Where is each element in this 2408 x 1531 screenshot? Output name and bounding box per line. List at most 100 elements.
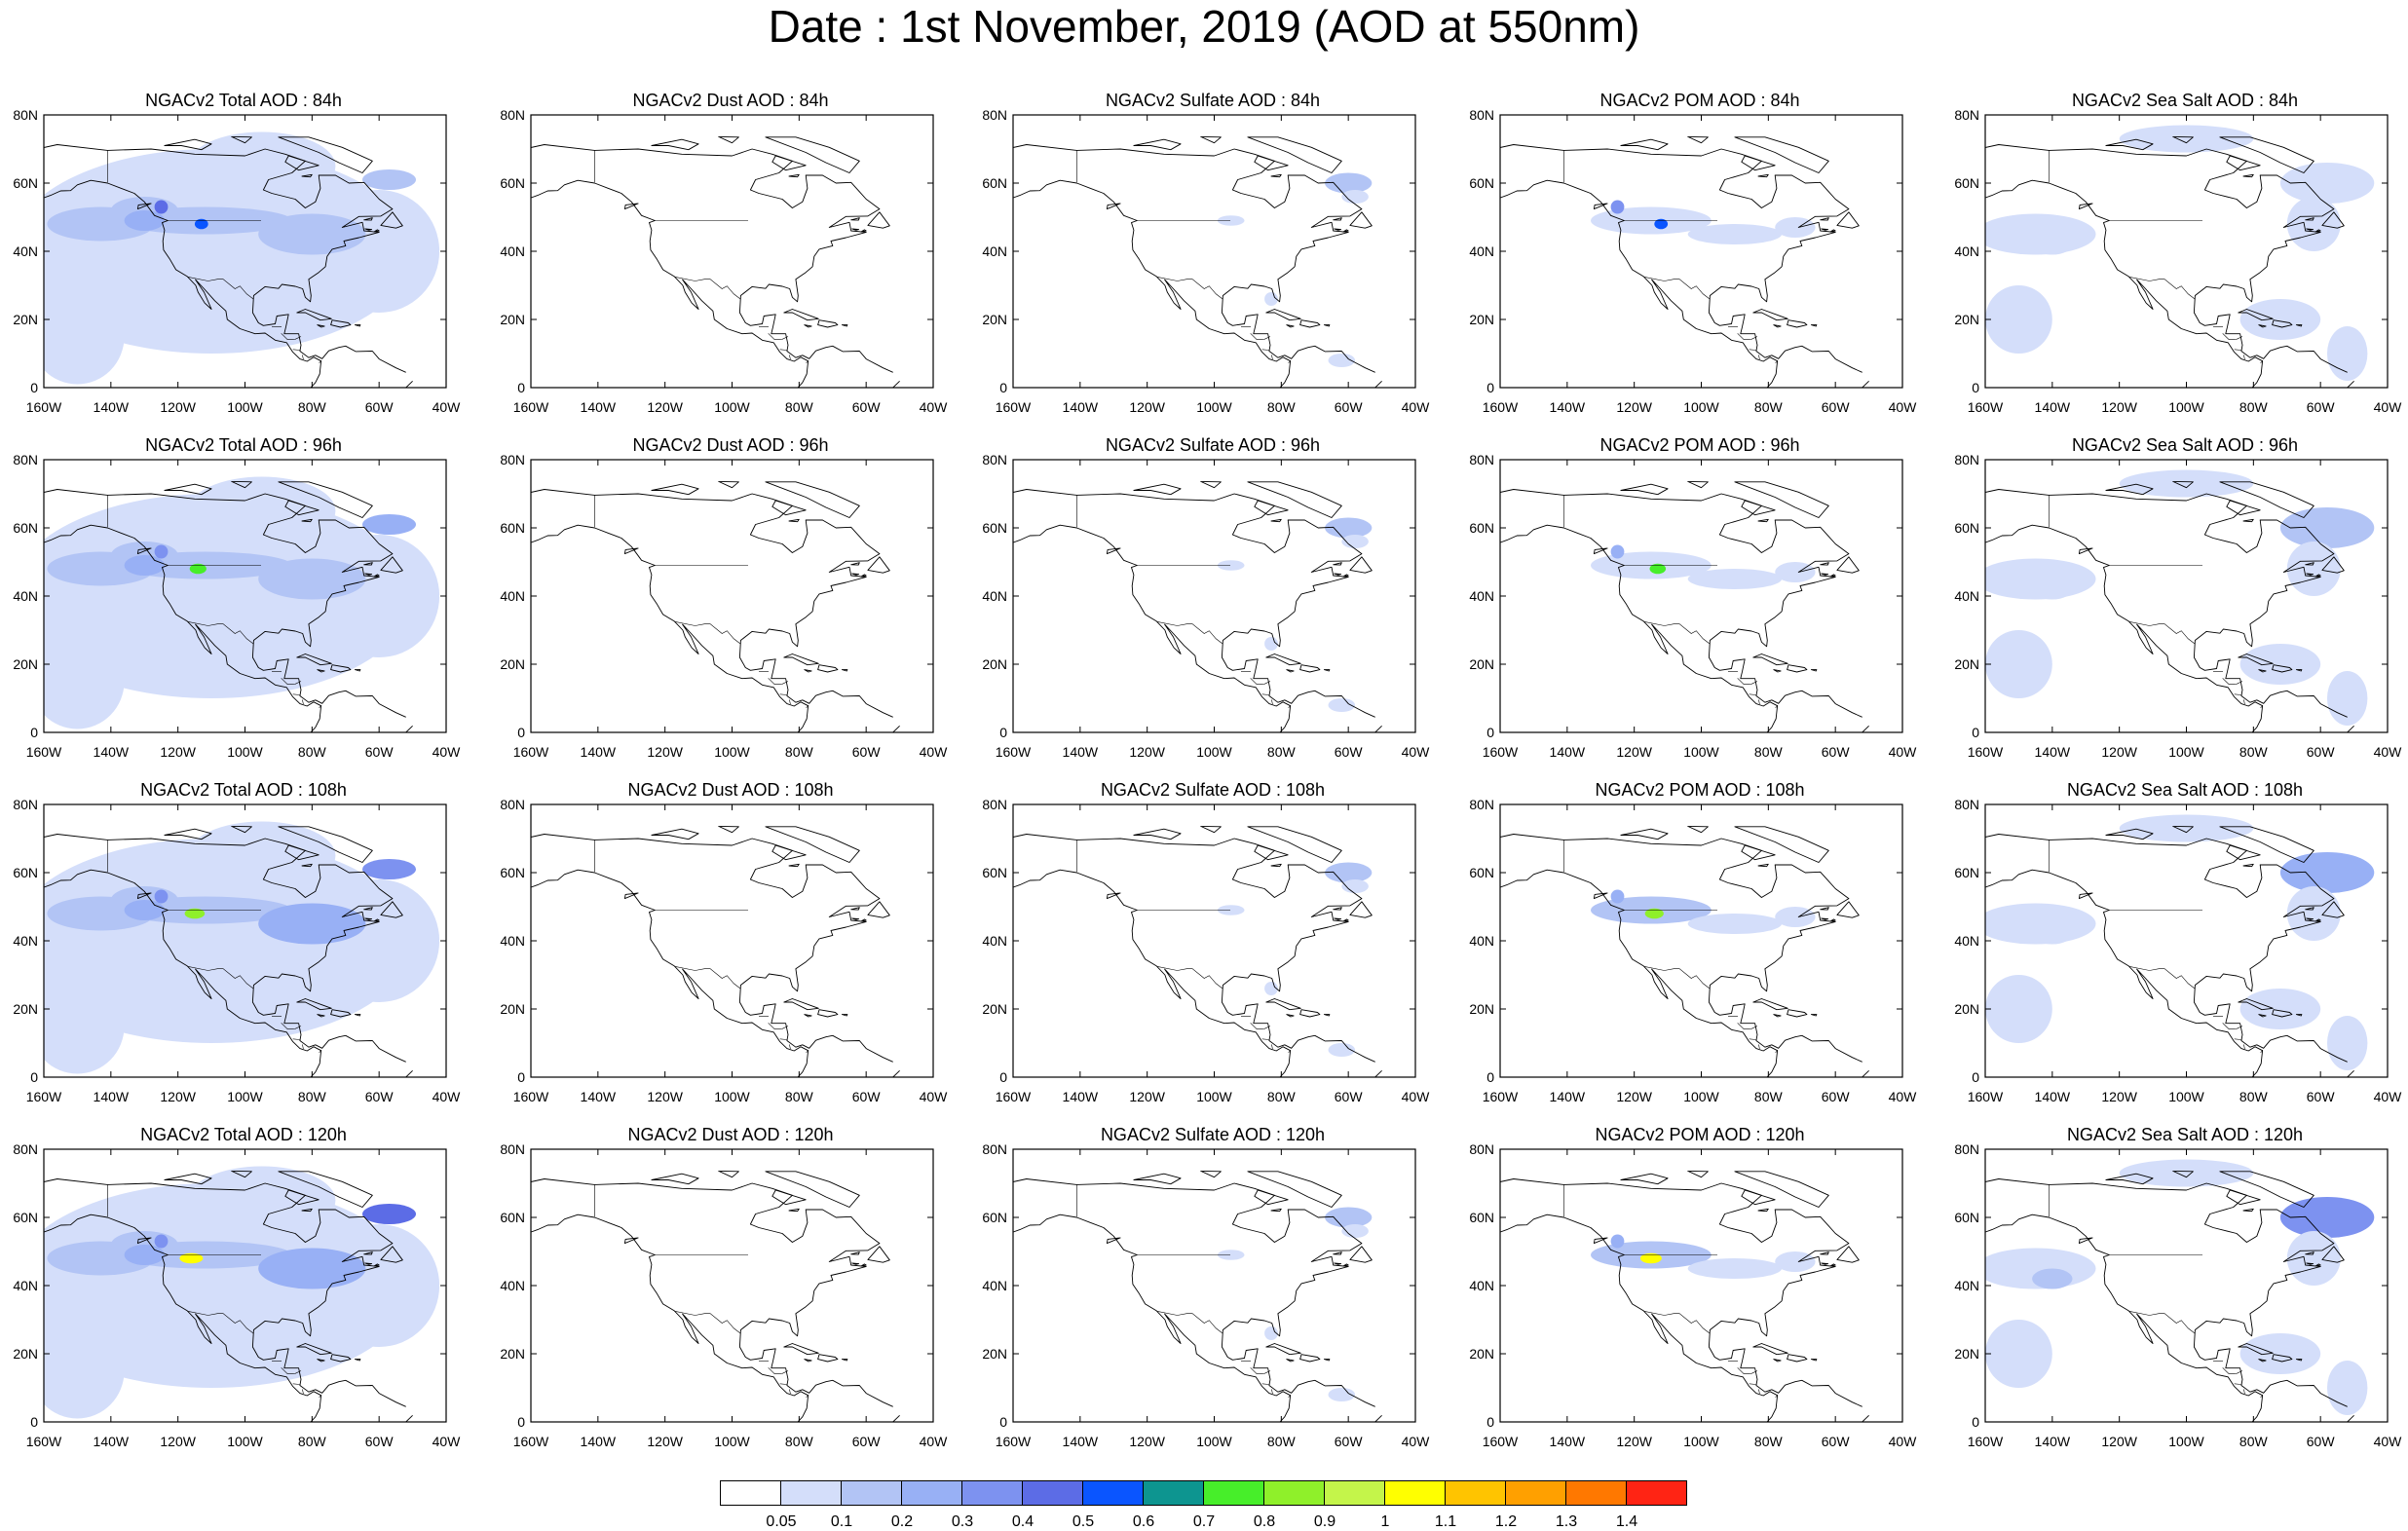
coastline — [1985, 825, 2354, 1077]
x-tick-label: 60W — [1335, 399, 1364, 415]
x-tick-label: 40W — [1402, 1434, 1431, 1449]
aod-blob — [44, 978, 125, 1074]
country-borders — [594, 840, 809, 1054]
x-tick-label: 60W — [365, 399, 395, 415]
aod-blob — [44, 1323, 125, 1419]
y-tick-label: 20N — [13, 1346, 38, 1362]
x-tick-label: 120W — [160, 1089, 196, 1104]
aod-field — [44, 131, 440, 385]
y-tick-label: 40N — [500, 243, 525, 259]
aod-blob — [1264, 292, 1278, 306]
map-panel-total-96h: NGACv2 Total AOD : 96h 160W 140W 120W 100W 80… — [0, 435, 487, 771]
x-tick-label: 60W — [852, 1434, 882, 1449]
x-tick-label: 80W — [1267, 1089, 1297, 1104]
x-tick-label: 40W — [920, 1089, 949, 1104]
x-tick-label: 40W — [433, 1089, 462, 1104]
aod-blob — [188, 131, 336, 201]
x-tick-label: 100W — [714, 399, 750, 415]
x-tick-label: 120W — [1129, 399, 1165, 415]
x-tick-label: 120W — [647, 1089, 683, 1104]
aod-blob — [1985, 630, 2052, 698]
aod-blob — [2286, 1231, 2341, 1286]
aod-blob — [2286, 197, 2341, 251]
country-borders — [2049, 495, 2264, 709]
y-tick-label: 40N — [1469, 243, 1494, 259]
aod-blob — [1775, 217, 1816, 238]
y-tick-label: 80N — [982, 797, 1007, 812]
country-borders — [2049, 150, 2264, 364]
x-tick-label: 60W — [1822, 1434, 1851, 1449]
aod-blob — [2239, 644, 2321, 685]
y-tick-label: 40N — [13, 243, 38, 259]
x-tick-label: 40W — [1889, 1434, 1918, 1449]
aod-blob — [124, 1245, 165, 1265]
map-panel-total-84h: NGACv2 Total AOD : 84h 160W 140W 120W 100W 80… — [0, 91, 487, 427]
y-tick-label: 40N — [1954, 588, 1979, 604]
coastline — [1500, 135, 1869, 388]
colorbar-label: 0.1 — [830, 1513, 853, 1530]
map-plot: 160W 140W 120W 100W 80W 60W 40W 80N 60N 40N 20N 0 — [500, 797, 949, 1104]
y-tick-label: 60N — [13, 865, 38, 880]
map-panel-seasalt-120h: NGACv2 Sea Salt AOD : 120h 160W 140W 120W 10… — [1941, 1125, 2408, 1461]
aod-blob — [1654, 218, 1669, 230]
x-tick-label: 80W — [785, 399, 814, 415]
aod-blob — [1341, 1224, 1369, 1238]
y-tick-label: 0 — [30, 1069, 38, 1085]
y-tick-label: 40N — [500, 1278, 525, 1293]
y-tick-label: 20N — [500, 1346, 525, 1362]
x-tick-label: 100W — [227, 744, 263, 760]
y-tick-label: 0 — [517, 1069, 525, 1085]
map-panel-dust-120h: NGACv2 Dust AOD : 120h 160W 140W 120W 100W 80… — [487, 1125, 974, 1461]
country-borders — [1563, 840, 1779, 1054]
x-tick-label: 160W — [26, 1434, 62, 1449]
x-tick-label: 140W — [94, 744, 130, 760]
x-tick-label: 100W — [2168, 1089, 2204, 1104]
map-panel-seasalt-84h: NGACv2 Sea Salt AOD : 84h 160W 140W 120W 100… — [1941, 91, 2408, 427]
x-tick-label: 80W — [2239, 744, 2269, 760]
aod-blob — [184, 908, 206, 919]
aod-blob — [258, 213, 366, 255]
map-plot: 160W 140W 120W 100W 80W 60W 40W 80N 60N 40N 20N 0 — [982, 1141, 1431, 1449]
aod-field — [44, 1166, 440, 1419]
x-tick-label: 160W — [996, 399, 1032, 415]
y-tick-label: 80N — [1954, 797, 1979, 812]
y-tick-label: 80N — [1954, 452, 1979, 467]
y-tick-label: 20N — [1469, 1346, 1494, 1362]
colorbar-label: 0.5 — [1072, 1513, 1095, 1530]
y-tick-label: 80N — [1469, 107, 1494, 123]
y-tick-label: 20N — [1954, 1346, 1979, 1362]
panel-title: NGACv2 Dust AOD : 84h — [632, 91, 829, 110]
x-tick-label: 140W — [94, 1089, 130, 1104]
coastline — [1500, 480, 1869, 732]
aod-blob — [124, 555, 165, 576]
y-tick-label: 80N — [982, 107, 1007, 123]
aod-blob — [1985, 1320, 2052, 1388]
x-tick-label: 60W — [1335, 1089, 1364, 1104]
aod-colorbar: 0.05 0.1 0.2 0.3 0.4 0.5 0.6 0.7 0.8 0.9 1 1.1 1.2 1.… — [720, 1480, 1689, 1531]
aod-blob — [124, 900, 165, 920]
aod-blob — [188, 1166, 336, 1235]
colorbar-label: 0.2 — [890, 1513, 914, 1530]
y-tick-label: 0 — [1486, 380, 1494, 395]
map-panel-dust-108h: NGACv2 Dust AOD : 108h 160W 140W 120W 100W 80… — [487, 780, 974, 1116]
x-tick-label: 80W — [298, 1089, 327, 1104]
aod-blob — [1217, 905, 1245, 915]
aod-blob — [2032, 1268, 2073, 1289]
colorbar-swatch — [1203, 1480, 1264, 1506]
x-tick-label: 100W — [1683, 744, 1719, 760]
aod-blob — [362, 1204, 416, 1224]
y-tick-label: 0 — [1972, 725, 1979, 740]
colorbar-label: 1.1 — [1434, 1513, 1457, 1530]
y-tick-label: 60N — [982, 865, 1007, 880]
x-tick-label: 80W — [785, 744, 814, 760]
aod-blob — [1328, 698, 1356, 712]
colorbar-label: 0.7 — [1192, 1513, 1216, 1530]
x-tick-label: 160W — [26, 744, 62, 760]
y-tick-label: 20N — [1469, 1001, 1494, 1017]
x-tick-label: 160W — [996, 1089, 1032, 1104]
map-plot: 160W 140W 120W 100W 80W 60W 40W 80N 60N 40N 20N 0 — [13, 1141, 461, 1449]
y-tick-label: 80N — [1469, 1141, 1494, 1157]
map-plot: 160W 140W 120W 100W 80W 60W 40W 80N 60N 40N 20N 0 — [982, 107, 1430, 415]
panel-title: NGACv2 Sulfate AOD : 96h — [1105, 435, 1321, 455]
x-tick-label: 140W — [1063, 1434, 1099, 1449]
